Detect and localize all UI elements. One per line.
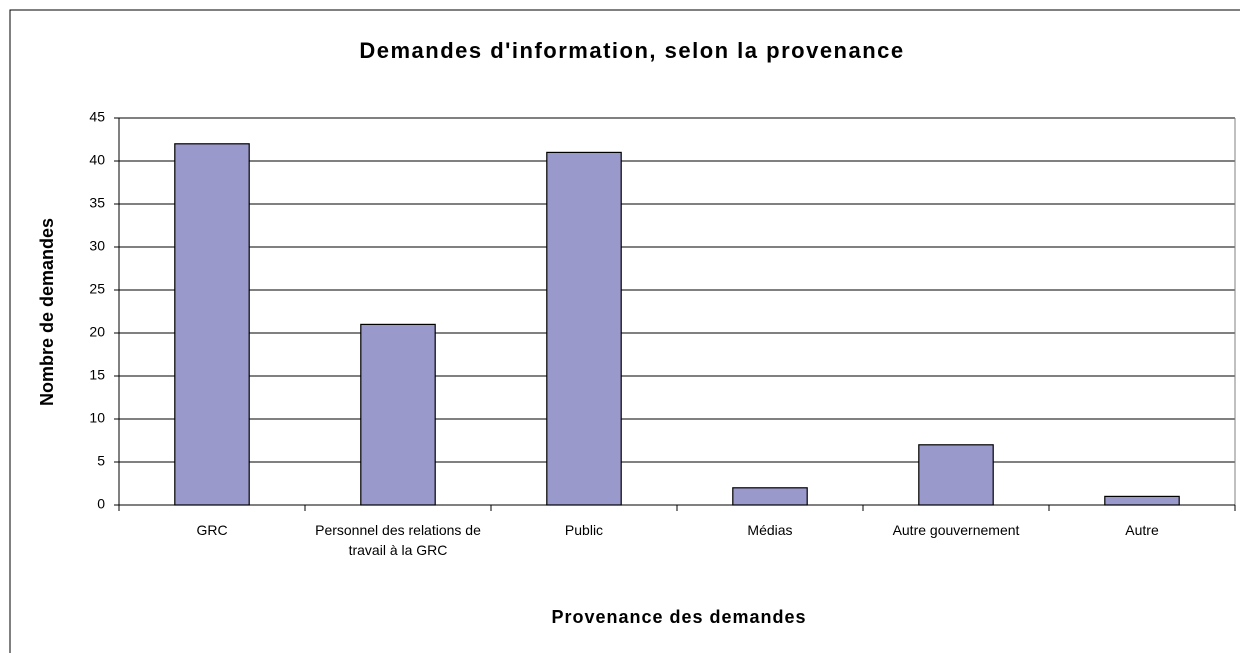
y-axis-title: Nombre de demandes <box>37 218 57 406</box>
bar <box>360 323 436 506</box>
x-axis-title: Provenance des demandes <box>551 607 806 627</box>
chart-title: Demandes d'information, selon la provena… <box>359 38 904 63</box>
y-tick-label: 15 <box>89 367 105 383</box>
y-tick-label: 25 <box>89 281 105 297</box>
x-tick-label: Public <box>564 522 604 538</box>
y-tick-label: 45 <box>89 109 105 125</box>
x-tick-label: Autre gouvernement <box>892 522 1020 538</box>
x-tick-label: Autre <box>1125 522 1159 538</box>
y-tick-label: 5 <box>97 453 105 469</box>
x-tick-label: Personnel des relations de travail à la … <box>315 522 481 558</box>
x-tick-label: Médias <box>747 522 793 538</box>
y-tick-label: 35 <box>89 195 105 211</box>
y-tick-label: 40 <box>89 152 105 168</box>
bar <box>732 487 808 506</box>
y-tick-label: 20 <box>89 324 105 340</box>
y-tick-label: 0 <box>97 496 105 512</box>
x-tick-label: GRC <box>196 522 228 538</box>
bar <box>174 143 250 506</box>
bar <box>546 151 622 506</box>
bar <box>918 444 994 506</box>
y-tick-label: 30 <box>89 238 105 254</box>
bar <box>1104 495 1180 506</box>
y-tick-label: 10 <box>89 410 105 426</box>
